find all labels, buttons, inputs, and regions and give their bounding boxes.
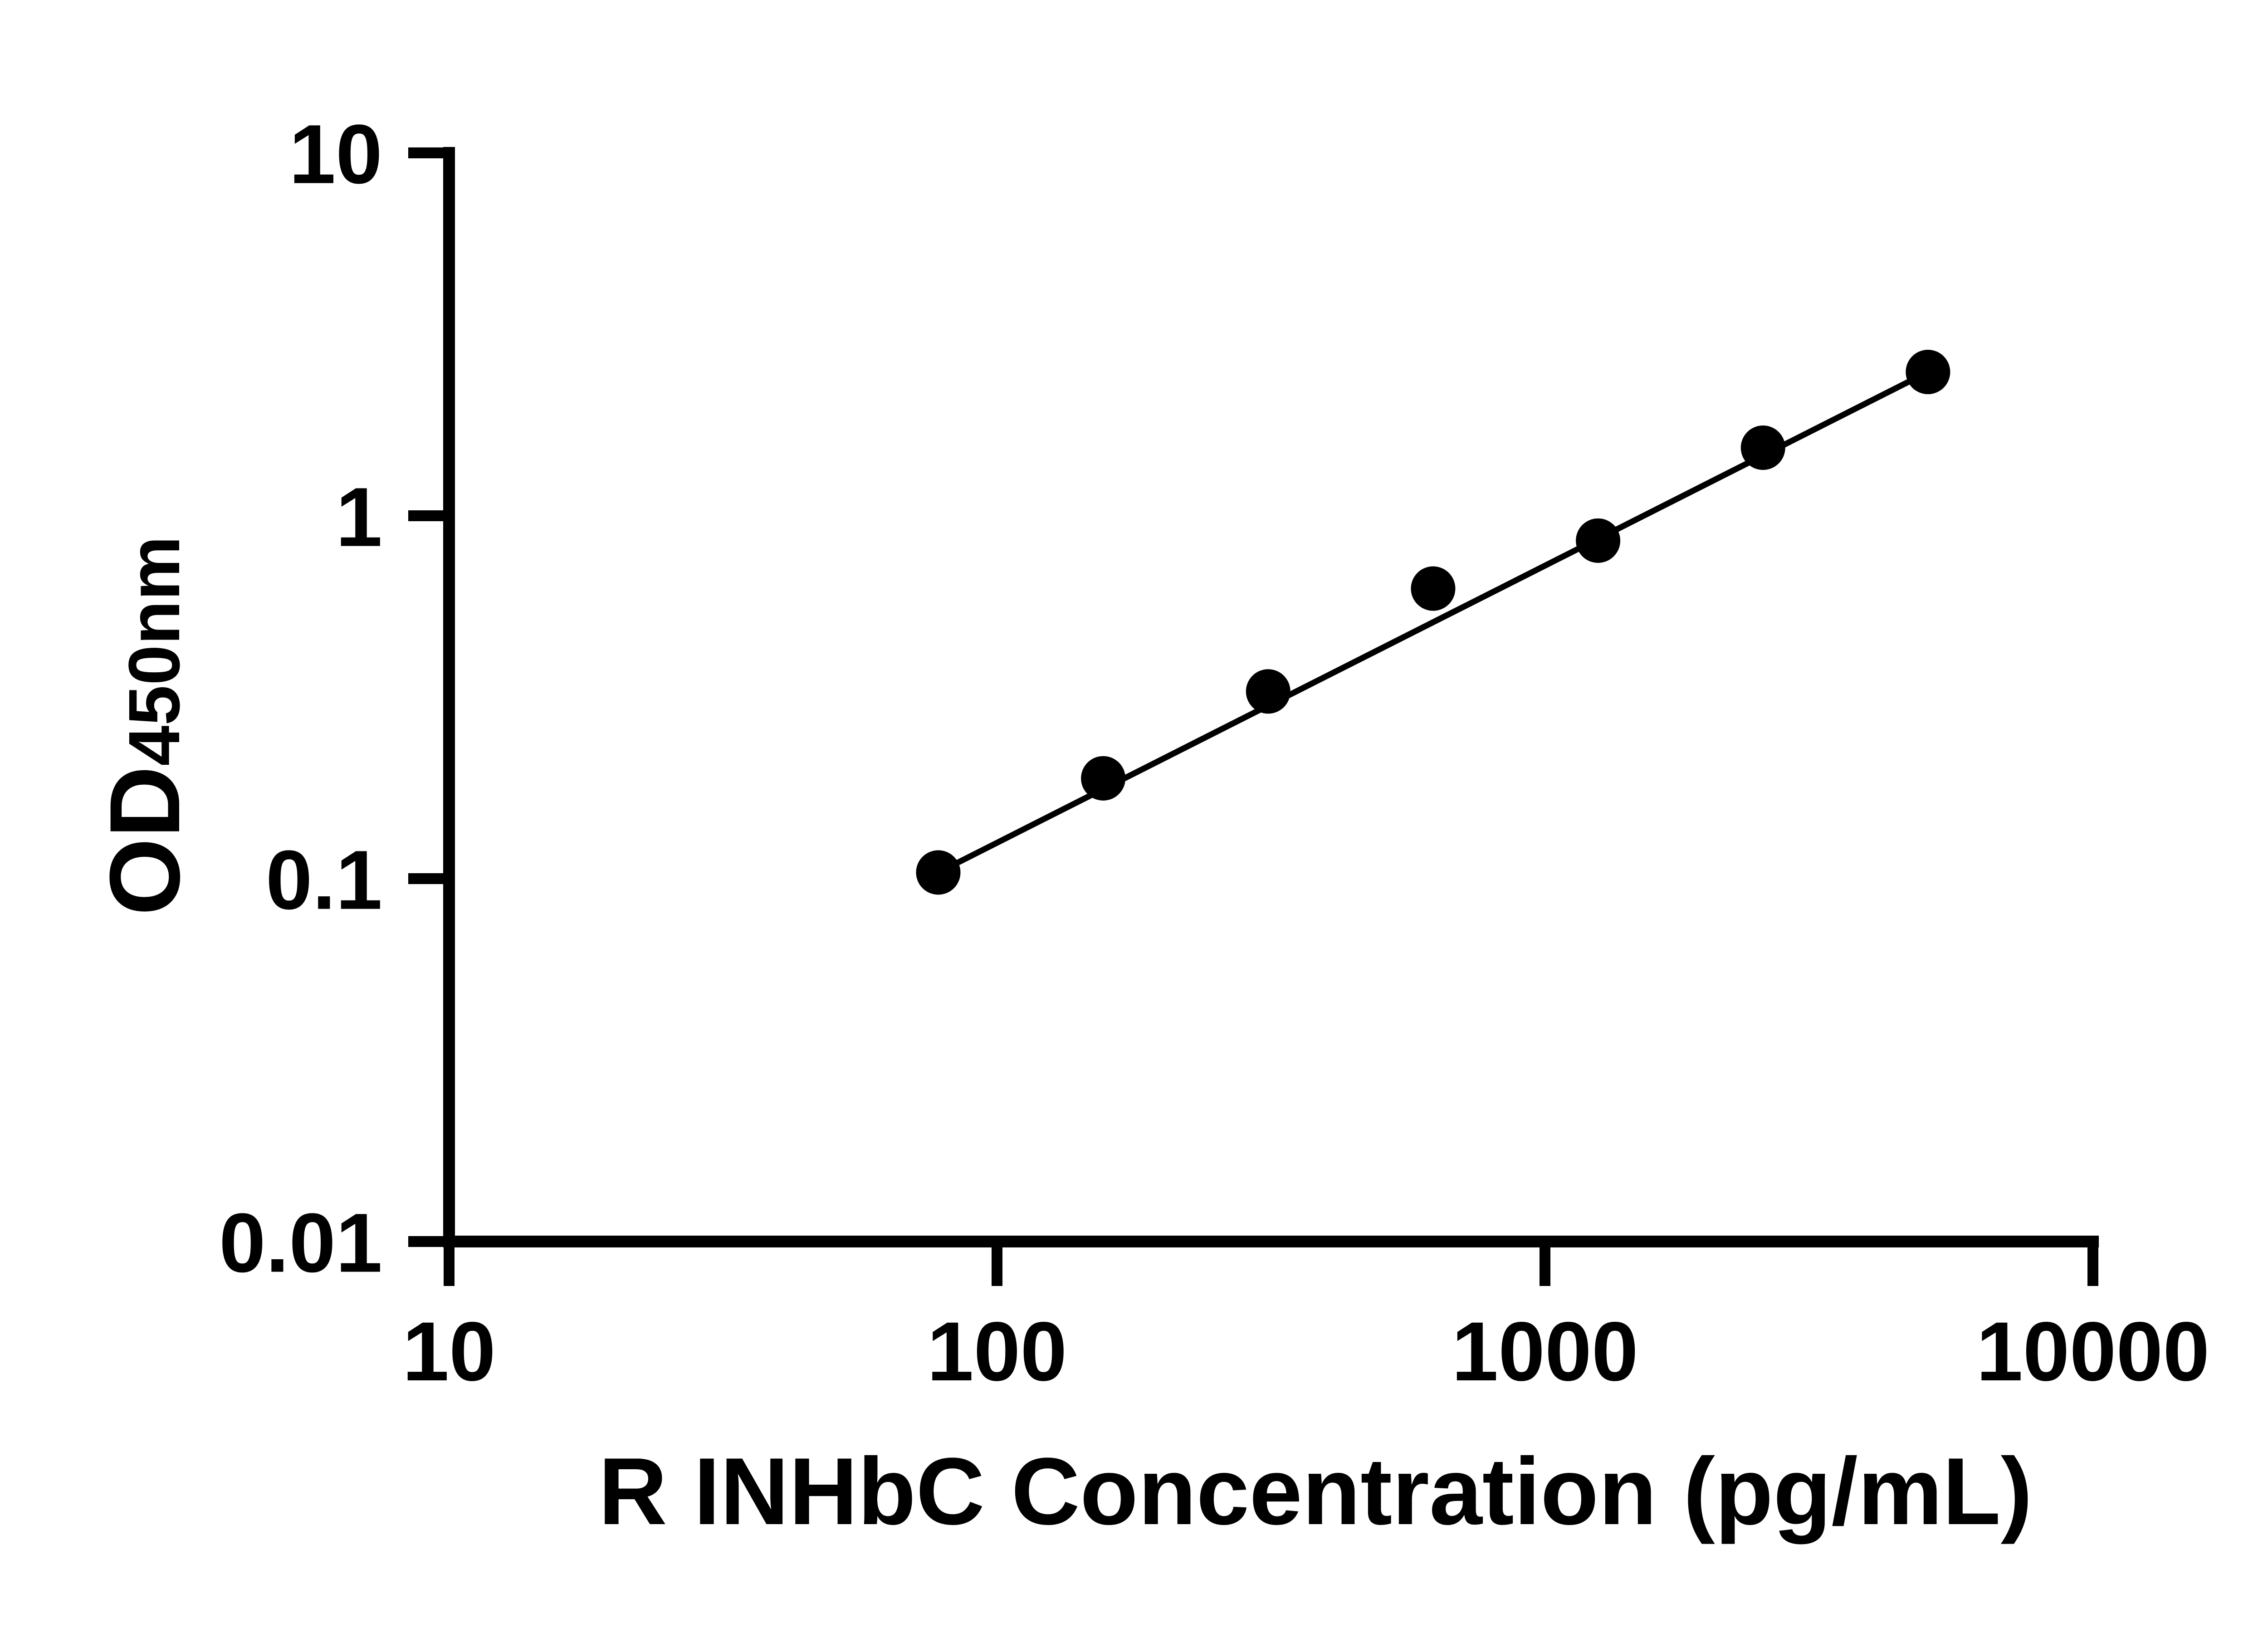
- x-axis-title: R INHbC Concentration (pg/mL): [598, 1438, 2032, 1545]
- y-tick-label: 0.01: [219, 1197, 382, 1290]
- data-point: [1576, 518, 1621, 563]
- data-point: [1081, 756, 1126, 801]
- y-axis-tick-marks: [408, 147, 449, 1247]
- data-point: [1906, 350, 1950, 395]
- x-tick-label: 100: [927, 1305, 1067, 1398]
- y-tick-label: 0.1: [266, 834, 382, 927]
- x-tick-label: 1000: [1452, 1305, 1638, 1398]
- x-axis-tick-labels: 10 100 1000 10000: [402, 1305, 2209, 1398]
- x-tick-label: 10: [402, 1305, 496, 1398]
- data-points: [916, 350, 1950, 895]
- y-tick-label: 1: [336, 471, 382, 564]
- y-axis-title-subscript: 450nm: [113, 536, 195, 766]
- x-axis-tick-marks: [444, 1242, 2098, 1286]
- data-point: [1411, 566, 1456, 611]
- y-axis-title: OD450nm: [89, 536, 200, 916]
- data-point: [916, 850, 961, 895]
- y-tick-label: 10: [289, 108, 382, 201]
- data-point: [1740, 425, 1785, 470]
- x-tick-label: 10000: [1976, 1305, 2209, 1398]
- y-axis-tick-labels: 10 1 0.1 0.01: [219, 108, 382, 1290]
- data-point: [1246, 669, 1290, 714]
- y-axis-title-main: OD: [89, 766, 200, 915]
